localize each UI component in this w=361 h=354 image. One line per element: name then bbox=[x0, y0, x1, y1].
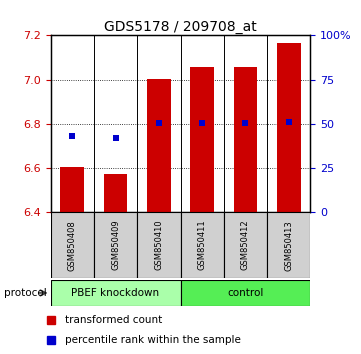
Text: GSM850410: GSM850410 bbox=[155, 220, 163, 270]
Bar bbox=[51, 212, 94, 278]
Bar bbox=[104, 174, 127, 212]
Bar bbox=[190, 68, 214, 212]
Bar bbox=[147, 79, 171, 212]
Text: GSM850413: GSM850413 bbox=[284, 220, 293, 270]
Bar bbox=[180, 212, 224, 278]
Bar bbox=[267, 212, 310, 278]
Text: protocol: protocol bbox=[4, 288, 46, 298]
Bar bbox=[60, 167, 84, 212]
Bar bbox=[234, 68, 257, 212]
Bar bbox=[224, 212, 267, 278]
Text: GSM850409: GSM850409 bbox=[111, 220, 120, 270]
Bar bbox=[51, 280, 180, 306]
Text: GSM850411: GSM850411 bbox=[198, 220, 206, 270]
Bar bbox=[180, 280, 310, 306]
Bar bbox=[94, 212, 137, 278]
Text: GSM850412: GSM850412 bbox=[241, 220, 250, 270]
Text: transformed count: transformed count bbox=[65, 315, 162, 325]
Bar bbox=[137, 212, 180, 278]
Text: GDS5178 / 209708_at: GDS5178 / 209708_at bbox=[104, 19, 257, 34]
Text: PBEF knockdown: PBEF knockdown bbox=[71, 288, 160, 298]
Text: percentile rank within the sample: percentile rank within the sample bbox=[65, 335, 240, 345]
Bar bbox=[277, 43, 301, 212]
Text: GSM850408: GSM850408 bbox=[68, 220, 77, 270]
Text: control: control bbox=[227, 288, 264, 298]
